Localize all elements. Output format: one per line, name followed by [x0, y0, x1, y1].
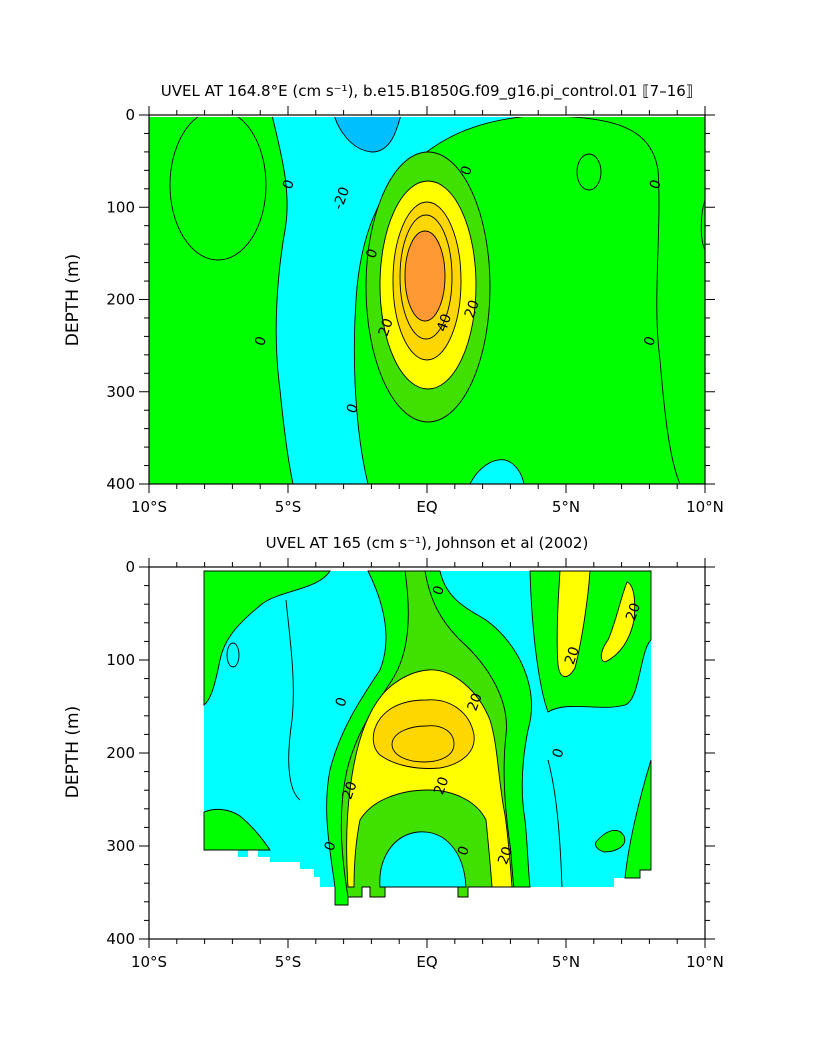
x-tick-label: EQ	[416, 953, 437, 971]
panel2-west-deep-green	[203, 808, 271, 851]
panel2-ylabel: DEPTH (m)	[63, 706, 83, 798]
x-tick-label: 10°N	[686, 953, 724, 971]
panel2-east-yellow-1	[556, 570, 591, 678]
contour-label: 20	[562, 645, 583, 667]
contour-label: 20	[465, 691, 486, 713]
panel1-field	[149, 115, 705, 484]
contour-label: 20	[623, 601, 644, 623]
x-tick-label: EQ	[416, 498, 437, 516]
contour-label: 40	[434, 312, 455, 334]
panel1-ylabel: DEPTH (m)	[63, 254, 83, 346]
y-tick-label: 300	[106, 837, 135, 855]
panel1-contour-east	[700, 199, 705, 251]
x-tick-label: 10°N	[686, 498, 724, 516]
panel1-blob-6n	[576, 153, 602, 191]
x-tick-label: 10°S	[131, 498, 167, 516]
x-tick-label: 5°S	[275, 498, 302, 516]
contour-label: -20	[330, 185, 353, 212]
panel2-west-cyan-blob	[226, 642, 240, 668]
panel1-euc-40	[404, 230, 446, 322]
y-tick-label: 200	[106, 744, 135, 762]
y-tick-label: 0	[125, 558, 135, 576]
y-tick-label: 100	[106, 198, 135, 216]
panel-observations: UVEL AT 165 (cm s⁻¹), Johnson et al (200…	[63, 534, 724, 971]
panel2-contour-w	[285, 599, 301, 801]
contour-label: 20	[462, 298, 483, 320]
x-tick-label: 5°N	[552, 953, 580, 971]
panel2-east-yellow-2	[600, 581, 636, 663]
y-tick-label: 300	[106, 383, 135, 401]
panel2-west-green	[203, 570, 331, 706]
contour-label: 20	[340, 779, 361, 801]
panel1-neg-core	[333, 115, 402, 153]
panel2-euc-35	[391, 725, 455, 763]
panel2-field	[203, 570, 652, 906]
x-tick-label: 10°S	[131, 953, 167, 971]
panel1-axes: 10°S 5°S EQ 5°N 10°N 0 100 200 300 400	[106, 106, 724, 516]
panel1-west-blob	[169, 115, 267, 261]
panel1-title: UVEL AT 164.8°E (cm s⁻¹), b.e15.B1850G.f…	[161, 82, 693, 101]
y-tick-label: 100	[106, 651, 135, 669]
contour-label: 20	[376, 316, 397, 338]
y-tick-label: 400	[106, 475, 135, 493]
panel1-cyan-bottom	[469, 459, 525, 484]
y-tick-label: 400	[106, 930, 135, 948]
panel2-east-deep-green	[595, 829, 626, 853]
panel-model: UVEL AT 164.8°E (cm s⁻¹), b.e15.B1850G.f…	[63, 82, 724, 516]
panel2-title: UVEL AT 165 (cm s⁻¹), Johnson et al (200…	[266, 534, 589, 552]
y-tick-label: 200	[106, 291, 135, 309]
panel2-axes: 10°S 5°S EQ 5°N 10°N 0 100 200 300 400	[106, 558, 724, 971]
panel2-contour-e	[547, 759, 563, 888]
contour-label: 20	[431, 775, 452, 797]
contour-label: 20	[495, 845, 516, 867]
x-tick-label: 5°N	[552, 498, 580, 516]
y-tick-label: 0	[125, 106, 135, 124]
panel2-deep-cyan-1	[379, 831, 467, 888]
x-tick-label: 5°S	[275, 953, 302, 971]
panel2-east-strip	[624, 759, 652, 879]
